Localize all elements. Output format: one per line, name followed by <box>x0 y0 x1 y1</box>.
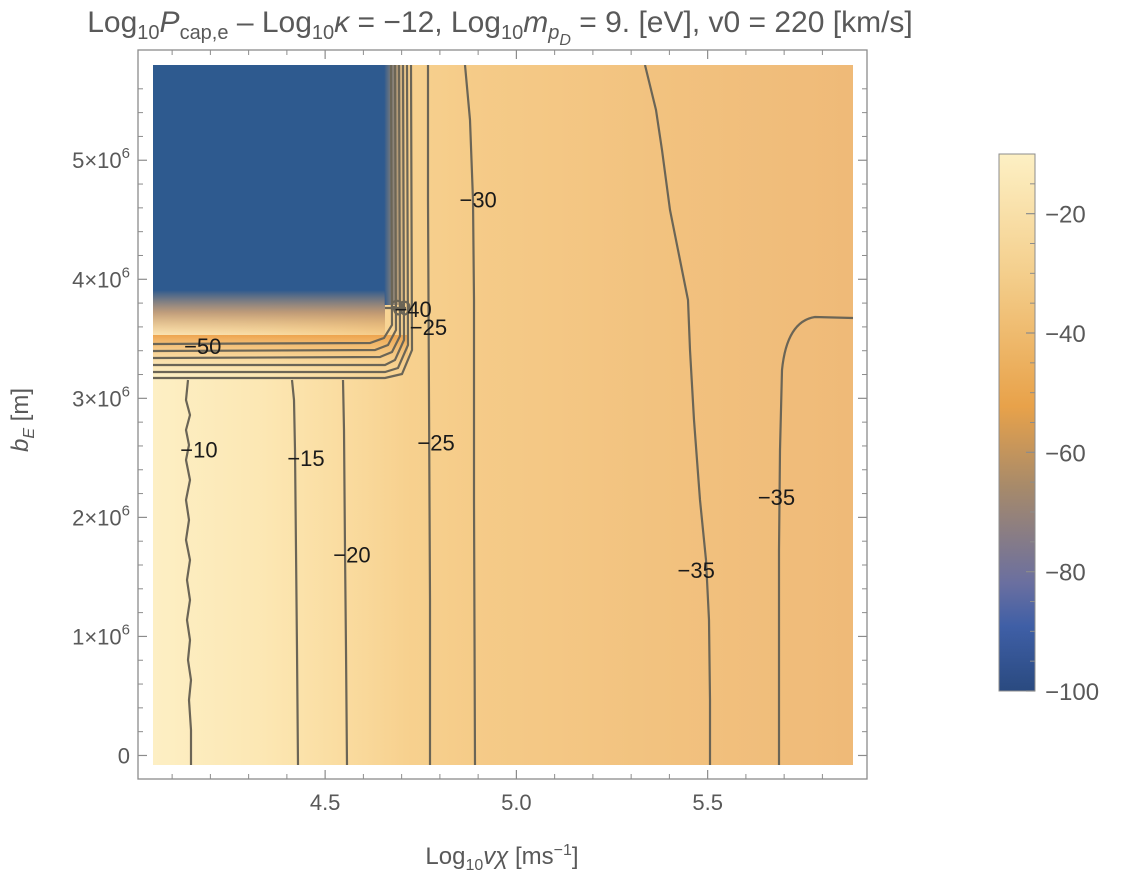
chart-title: Log10Pcap,e – Log10κ = −12, Log10mpD = 9… <box>87 6 913 49</box>
colorbar-ticks: −20 −40 −60 −80 −100 <box>1026 183 1099 706</box>
contour-minus-10 <box>184 379 193 765</box>
colorbar-tick-label: −100 <box>1045 679 1099 706</box>
contour-labels: −10 −15 −20 −25 −25 −30 −35 −35 −50 −40 <box>180 188 795 583</box>
x-tick-label: 5.5 <box>692 790 723 815</box>
contour-label: −35 <box>678 558 715 583</box>
contour-minus-15 <box>290 379 300 765</box>
y-tick-label: 5×106 <box>72 145 130 173</box>
contour-wall-4 <box>153 65 402 360</box>
colorbar: −20 −40 −60 −80 −100 <box>998 153 1099 706</box>
contour-minus-35-right <box>777 315 853 765</box>
plot-frame <box>137 49 868 780</box>
y-tick-label: 4×106 <box>72 264 130 292</box>
contour-label: −35 <box>758 485 795 510</box>
contour-wall-3 <box>153 65 414 380</box>
masked-region-right-edge <box>384 65 410 305</box>
contour-minus-35-left <box>643 65 712 765</box>
colorbar-gradient-bar <box>998 153 1036 692</box>
contour-lines <box>153 65 853 765</box>
y-tick-label: 3×106 <box>72 383 130 411</box>
edge-band <box>153 335 408 375</box>
colorbar-tick-label: −20 <box>1045 202 1086 229</box>
masked-region-bottom-edge <box>153 290 385 340</box>
contour-minus-30 <box>463 65 477 765</box>
contour-tangle <box>385 299 411 316</box>
x-axis-label: Log10vχ [ms−1] <box>425 842 578 874</box>
x-tick-label: 5.0 <box>501 790 532 815</box>
contour-label: −20 <box>333 542 370 567</box>
contour-label: −30 <box>459 188 496 213</box>
contour-wall-2 <box>153 65 410 374</box>
contour-wall-5 <box>153 65 398 353</box>
colorbar-tick-label: −40 <box>1045 321 1086 348</box>
contour-label: −25 <box>417 430 454 455</box>
axis-ticks: 4.5 5.0 5.5 0 1×106 2×106 3×106 4×106 5×106 <box>72 50 867 815</box>
colorbar-tick-label: −60 <box>1045 440 1086 467</box>
colorbar-tick-label: −80 <box>1045 560 1086 587</box>
contour-label: −15 <box>287 446 324 471</box>
contour-label: −50 <box>184 334 221 359</box>
contour-label: −10 <box>180 438 217 463</box>
y-tick-label: 2×106 <box>72 502 130 530</box>
contour-minus-20 <box>341 379 349 765</box>
x-tick-label: 4.5 <box>310 790 341 815</box>
contour-minus-25 <box>426 65 432 765</box>
contour-label: −25 <box>410 315 447 340</box>
y-tick-label: 1×106 <box>72 621 130 649</box>
contour-label: −40 <box>394 297 431 322</box>
masked-region <box>153 65 385 291</box>
y-tick-label: 0 <box>118 743 130 768</box>
contour-vertical-wall <box>153 65 406 367</box>
y-axis-label: bE [m] <box>7 388 38 452</box>
contour-wall-6 <box>153 65 394 346</box>
